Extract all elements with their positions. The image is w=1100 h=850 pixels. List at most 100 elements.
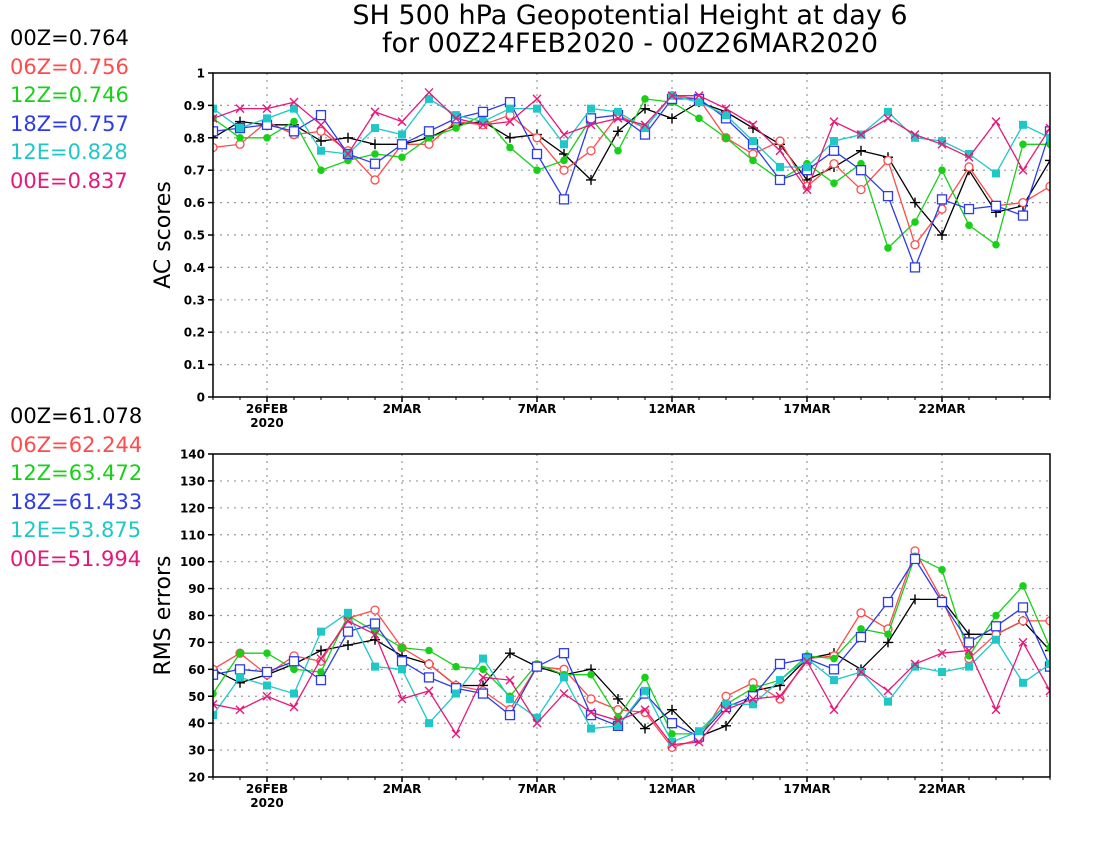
- ac-point-12E: [992, 169, 1000, 178]
- ac-point-00Z: [613, 126, 623, 137]
- rms-xtick-label: 26FEB: [246, 782, 288, 796]
- ac-point-12E: [398, 130, 406, 139]
- ac-point-00E: [613, 113, 623, 123]
- ac-point-12Z: [371, 150, 379, 158]
- rms-point-12Z: [992, 611, 1000, 620]
- rms-series-line-00Z: [213, 598, 1050, 738]
- rms-point-00E: [721, 705, 731, 715]
- ac-point-00Z: [856, 145, 866, 156]
- rms-point-06Z: [613, 705, 623, 715]
- rms-point-00E: [1018, 637, 1028, 647]
- ac-point-18Z: [774, 174, 786, 186]
- rms-ytick-label: 120: [180, 501, 205, 515]
- rms-point-12E: [911, 662, 919, 671]
- ac-point-12E: [641, 124, 649, 133]
- ac-point-12Z: [533, 166, 541, 174]
- ac-point-06Z: [883, 155, 893, 166]
- rms-point-12E: [722, 700, 730, 709]
- rms-ytick-label: 70: [188, 636, 205, 650]
- rms-ytick-label: 20: [188, 771, 205, 785]
- ac-point-00E: [964, 152, 974, 162]
- ac-point-18Z: [558, 194, 570, 205]
- rms-point-00Z: [505, 648, 515, 659]
- ac-point-06Z: [775, 136, 785, 146]
- rms-point-00Z: [370, 634, 380, 645]
- rms-series-line-00E: [213, 620, 1050, 746]
- ac-point-06Z: [910, 240, 920, 250]
- rms-ytick-label: 140: [180, 448, 205, 462]
- ac-point-12E: [236, 124, 244, 133]
- rms-point-12E: [830, 676, 838, 685]
- ac-point-00E: [559, 130, 569, 140]
- rms-point-18Z: [288, 656, 300, 667]
- rms-point-18Z: [477, 688, 489, 699]
- rms-point-00E: [667, 740, 677, 750]
- ac-point-12E: [533, 104, 541, 113]
- rms-legend-entry: 00E=51.994: [10, 546, 142, 571]
- rms-legend-entry: 12E=53.875: [10, 518, 142, 542]
- ac-point-00Z: [370, 139, 380, 150]
- ac-xtick-label: 12MAR: [648, 402, 695, 416]
- rms-point-18Z: [423, 672, 435, 683]
- rms-point-00E: [235, 705, 245, 715]
- title-line-1: SH 500 hPa Geopotential Height at day 6: [352, 0, 908, 31]
- rms-xtick-label: 7MAR: [518, 782, 557, 796]
- ac-point-00E: [478, 120, 488, 130]
- ac-point-00E: [775, 146, 785, 156]
- rms-point-18Z: [396, 656, 408, 667]
- rms-point-00Z: [343, 640, 353, 651]
- rms-point-12Z: [641, 673, 649, 682]
- rms-point-00E: [478, 672, 488, 682]
- ac-point-06Z: [559, 165, 569, 175]
- ac-point-12Z: [641, 95, 649, 103]
- ac-point-06Z: [1045, 181, 1050, 192]
- rms-point-12E: [587, 724, 595, 733]
- rms-point-12Z: [1019, 582, 1027, 590]
- rms-xtick-sublabel: 2020: [250, 796, 283, 810]
- rms-plot-frame: [212, 453, 1051, 778]
- rms-point-18Z: [369, 618, 381, 629]
- rms-point-18Z: [504, 709, 516, 721]
- rms-point-12E: [776, 676, 784, 685]
- ac-point-12Z: [452, 124, 460, 132]
- rms-point-00E: [586, 707, 596, 717]
- rms-point-00E: [883, 686, 893, 696]
- ac-point-12E: [884, 107, 892, 116]
- ac-ytick-label: 0.2: [184, 326, 205, 340]
- ac-point-00Z: [1045, 155, 1050, 166]
- ac-point-00E: [532, 94, 542, 104]
- rms-xtick-label: 12MAR: [648, 782, 695, 796]
- rms-point-12Z: [263, 649, 271, 657]
- rms-point-12Z: [587, 670, 595, 679]
- rms-point-12E: [317, 627, 325, 636]
- ac-point-00E: [910, 130, 920, 140]
- ac-point-12Z: [938, 166, 946, 174]
- rms-point-12Z: [290, 665, 298, 674]
- rms-point-18Z: [585, 709, 597, 721]
- ac-point-12E: [452, 111, 460, 120]
- ac-point-12E: [1019, 120, 1027, 129]
- rms-point-12Z: [884, 630, 892, 639]
- ac-point-00E: [1018, 165, 1028, 175]
- rms-point-18Z: [882, 596, 894, 608]
- rms-point-12E: [236, 673, 244, 682]
- rms-y-axis-label: RMS errors: [151, 556, 176, 676]
- rms-point-00Z: [721, 720, 731, 731]
- rms-point-00E: [802, 656, 812, 666]
- ac-point-18Z: [315, 109, 327, 121]
- ac-point-00Z: [910, 197, 920, 208]
- ac-point-00Z: [343, 132, 353, 143]
- rms-point-12E: [884, 697, 892, 706]
- ac-ytick-label: 0: [197, 391, 205, 405]
- rms-point-12Z: [213, 689, 217, 698]
- ac-point-12E: [290, 104, 298, 113]
- ac-point-00E: [856, 130, 866, 140]
- rms-point-12E: [506, 694, 514, 703]
- ac-point-00Z: [937, 230, 947, 240]
- ac-point-00E: [667, 91, 677, 101]
- ac-point-12E: [371, 124, 379, 133]
- rms-point-18Z: [909, 553, 921, 565]
- ac-legend-entry: 00E=0.837: [10, 168, 128, 193]
- rms-point-00E: [937, 648, 947, 658]
- ac-point-12Z: [1046, 140, 1050, 149]
